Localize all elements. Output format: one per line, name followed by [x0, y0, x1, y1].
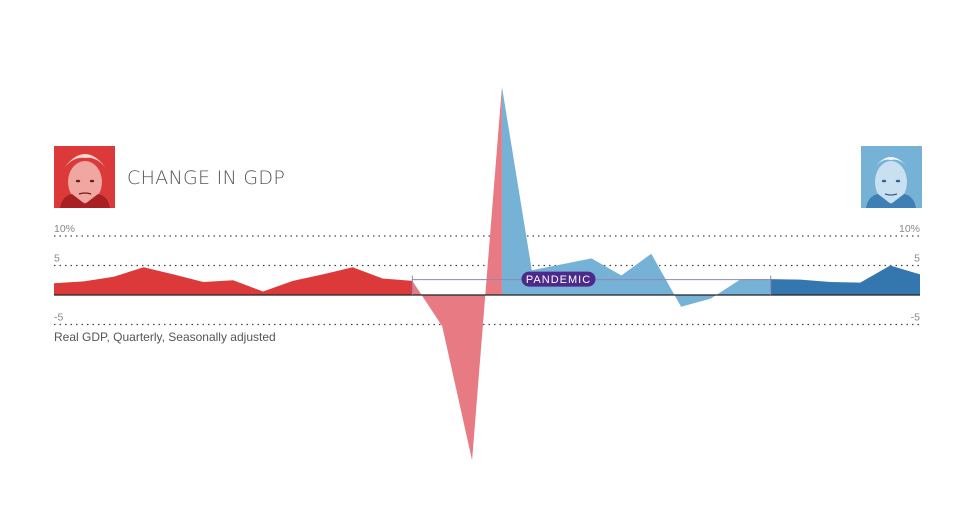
area-series-1	[54, 267, 413, 295]
y-tick-label-right: 5	[914, 253, 920, 265]
y-tick-label-left: -5	[54, 312, 63, 324]
area-series-4	[770, 265, 920, 295]
pandemic-annotation: PANDEMIC	[411, 271, 772, 295]
y-tick-label-right: -5	[911, 312, 920, 324]
y-tick-label-left: 5	[54, 253, 60, 265]
pandemic-label: PANDEMIC	[526, 274, 591, 286]
pandemic-pill	[521, 271, 596, 287]
chart-caption: Real GDP, Quarterly, Seasonally adjusted	[54, 330, 276, 344]
gridlines: 10% 10% 5 5 -5 -5	[54, 223, 920, 326]
chart-title: CHANGE IN GDP	[127, 167, 285, 189]
trump-portrait	[54, 146, 115, 208]
biden-portrait	[861, 146, 922, 208]
y-tick-label-right: 10%	[899, 223, 920, 235]
y-tick-label-left: 10%	[54, 223, 75, 235]
gdp-areas	[54, 86, 920, 461]
area-series-2	[412, 86, 502, 461]
